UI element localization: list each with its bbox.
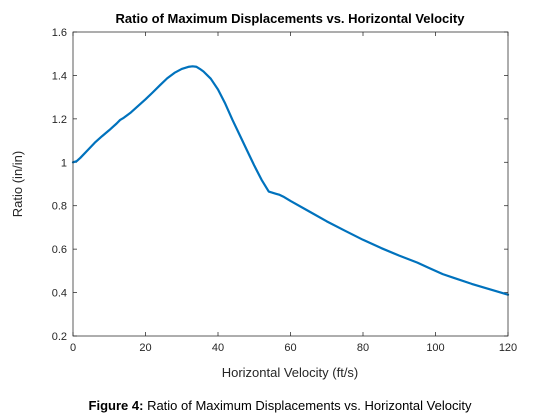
y-tick-label: 0.8 [52,201,67,213]
y-tick-label: 0.4 [52,288,67,300]
series-line [71,65,510,296]
chart: Ratio of Maximum Displacements vs. Horiz… [10,11,517,380]
x-axis-label: Horizontal Velocity (ft/s) [222,365,359,380]
x-tick-label: 20 [139,342,151,354]
x-tick-label: 40 [212,342,224,354]
x-tick-label: 80 [357,342,369,354]
axis-ticks: 0 20 40 60 80 100 120 0.2 0.4 0.6 0.8 1 1.2 1.4 1.6 [52,27,517,354]
y-tick-label: 1.6 [52,27,67,39]
y-axis-label: Ratio (in/in) [10,151,25,217]
series-layer [71,65,510,296]
x-tick-label: 60 [284,342,296,354]
y-tick-label: 1.4 [52,70,67,82]
x-tick-label: 0 [70,342,76,354]
figure-caption-text: Ratio of Maximum Displacements vs. Horiz… [147,398,472,413]
y-tick-label: 1.2 [52,114,67,126]
y-tick-label: 0.2 [52,331,67,343]
x-tick-label: 120 [499,342,517,354]
chart-title: Ratio of Maximum Displacements vs. Horiz… [116,11,466,26]
plot-frame [72,31,509,337]
y-tick-label: 0.6 [52,244,67,256]
plot-area [73,32,508,336]
y-tick-label: 1 [61,157,67,169]
figure-caption: Figure 4: Ratio of Maximum Displacements… [0,398,560,413]
x-tick-label: 100 [426,342,444,354]
figure-caption-label: Figure 4: [88,398,144,413]
